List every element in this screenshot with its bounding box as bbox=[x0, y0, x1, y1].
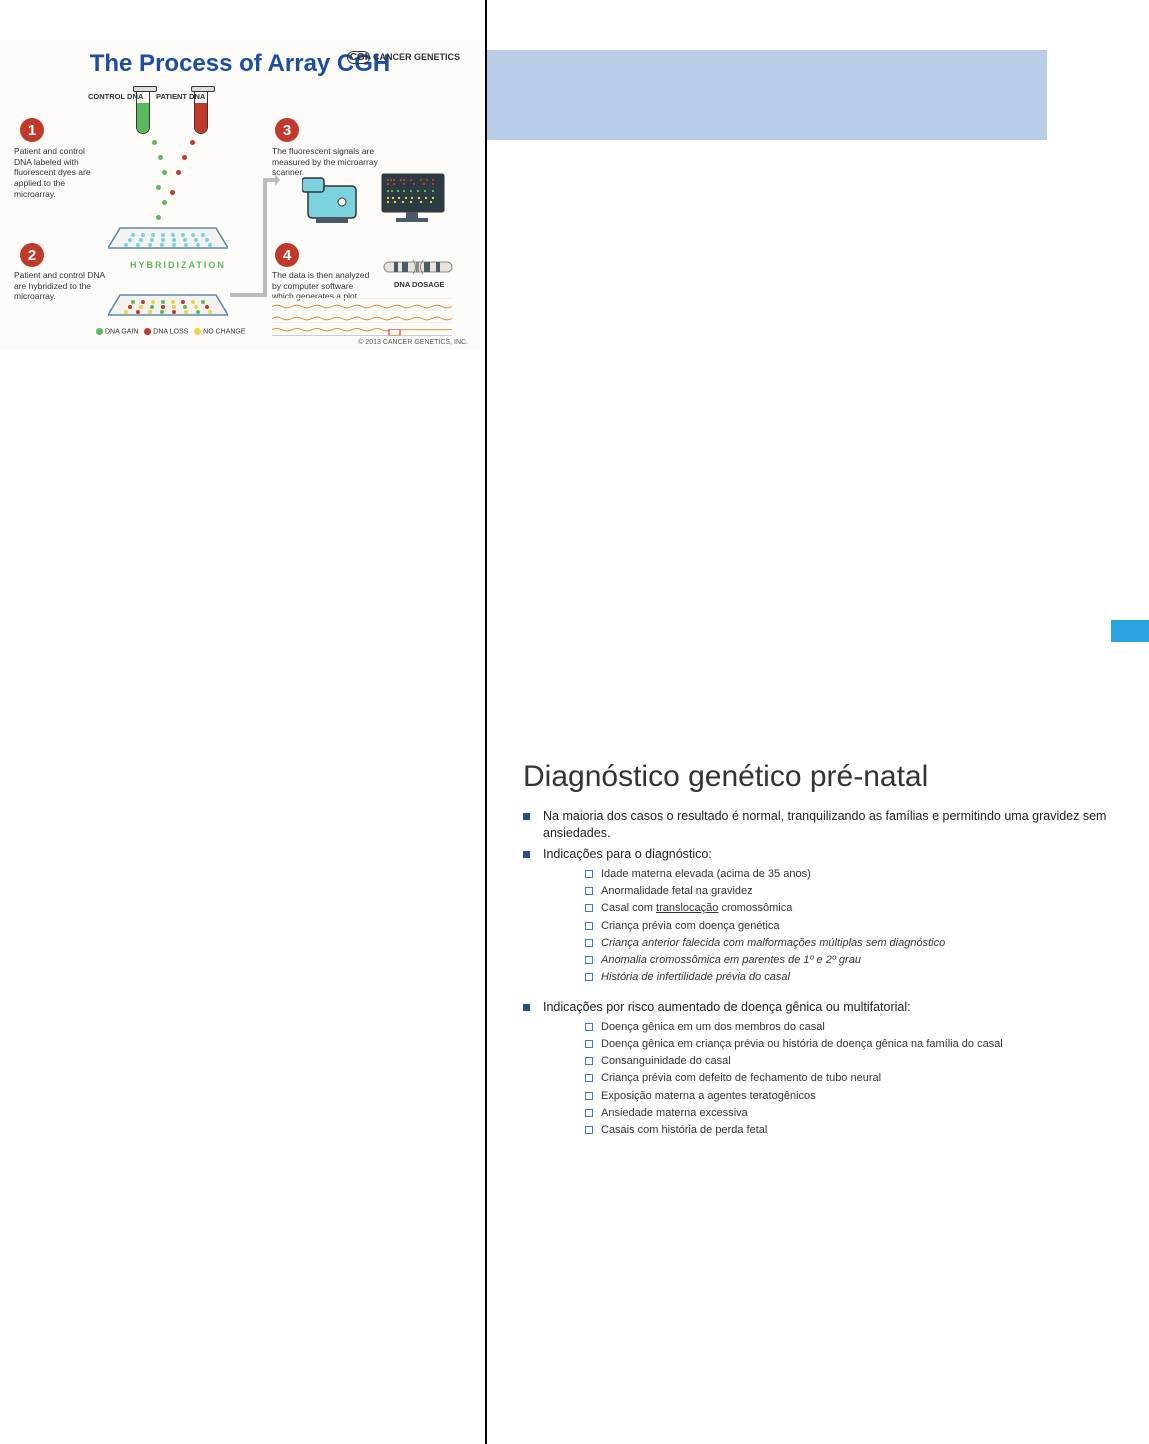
scanner-icon bbox=[302, 176, 362, 226]
step-1-badge: 1 bbox=[20, 118, 44, 142]
tube-patient-liquid bbox=[195, 103, 207, 133]
logo-badge: CGI bbox=[347, 51, 371, 64]
step-3-badge: 3 bbox=[275, 118, 299, 142]
step-2-text: Patient and control DNA are hybridized t… bbox=[14, 270, 114, 302]
chromosome-icon bbox=[382, 258, 454, 276]
bullet-3: Indicações por risco aumentado de doença… bbox=[523, 999, 1109, 1138]
sub-2-4: Criança anterior falecida com malformaçõ… bbox=[585, 936, 1109, 950]
dot bbox=[162, 200, 167, 205]
bullet-2-text: Indicações para o diagnóstico: bbox=[543, 847, 712, 861]
dot bbox=[152, 140, 157, 145]
bullet-3-text: Indicações por risco aumentado de doença… bbox=[543, 1000, 911, 1014]
sub-2-0: Idade materna elevada (acima de 35 anos) bbox=[585, 867, 1109, 881]
sub-3-0: Doença gênica em um dos membros do casal bbox=[585, 1020, 1109, 1034]
dot bbox=[156, 185, 161, 190]
header-blue-bar bbox=[487, 50, 1047, 140]
sub-2-3: Criança prévia com doença genética bbox=[585, 919, 1109, 933]
legend: DNA GAIN DNA LOSS NO CHANGE bbox=[96, 328, 246, 335]
left-pane: The Process of Array CGH CGI CANCER GENE… bbox=[0, 0, 487, 1444]
label-control-dna: CONTROL DNA bbox=[88, 92, 143, 101]
cgh-infographic: The Process of Array CGH CGI CANCER GENE… bbox=[0, 40, 480, 350]
sub-3-1: Doença gênica em criança prévia ou histó… bbox=[585, 1037, 1109, 1051]
sub-2-1: Anormalidade fetal na gravidez bbox=[585, 884, 1109, 898]
sub-2-6: História de infertilidade prévia do casa… bbox=[585, 970, 1109, 984]
dot bbox=[162, 170, 167, 175]
logo-text: CANCER GENETICS bbox=[373, 52, 460, 62]
step-1-text: Patient and control DNA labeled with flu… bbox=[14, 146, 104, 199]
sub-3-5: Ansiedade materna excessiva bbox=[585, 1106, 1109, 1120]
slide-content: Diagnóstico genético pré-natal Na maiori… bbox=[523, 760, 1109, 1142]
plate-upper bbox=[108, 218, 228, 258]
dot bbox=[176, 170, 181, 175]
slide-title: Diagnóstico genético pré-natal bbox=[523, 760, 1109, 794]
sub-2-5: Anomalia cromossômica em parentes de 1º … bbox=[585, 953, 1109, 967]
dot bbox=[170, 190, 175, 195]
label-hybridization: HYBRIDIZATION bbox=[130, 260, 226, 270]
plate-result bbox=[108, 285, 228, 325]
legend-loss: DNA LOSS bbox=[153, 328, 188, 335]
swatch-red bbox=[144, 328, 151, 335]
tube-control-liquid bbox=[137, 103, 149, 133]
sub-3-2: Consanguinidade do casal bbox=[585, 1054, 1109, 1068]
sub-3-3: Criança prévia com defeito de fechamento… bbox=[585, 1071, 1109, 1085]
label-dna-dosage: DNA DOSAGE bbox=[394, 280, 445, 289]
sub-2-2: Casal com translocação cromossômica bbox=[585, 901, 1109, 915]
legend-gain: DNA GAIN bbox=[105, 328, 138, 335]
legend-nochange: NO CHANGE bbox=[203, 328, 245, 335]
bullet-1: Na maioria dos casos o resultado é norma… bbox=[523, 808, 1109, 842]
step-4-badge: 4 bbox=[275, 243, 299, 267]
right-pane: Diagnóstico genético pré-natal Na maiori… bbox=[487, 0, 1149, 1444]
cgh-copyright: © 2013 CANCER GENETICS, INC. bbox=[358, 339, 468, 346]
dot bbox=[158, 155, 163, 160]
microarray-monitor bbox=[380, 172, 446, 226]
tube-patient bbox=[194, 90, 208, 134]
side-tab bbox=[1111, 620, 1149, 642]
bullet-2: Indicações para o diagnóstico: Idade mat… bbox=[523, 846, 1109, 985]
cgh-plot bbox=[272, 298, 452, 336]
cgh-logo: CGI CANCER GENETICS bbox=[347, 52, 460, 63]
swatch-green bbox=[96, 328, 103, 335]
tube-control bbox=[136, 90, 150, 134]
swatch-yellow bbox=[194, 328, 201, 335]
dot bbox=[190, 140, 195, 145]
sub-3-6: Casais com história de perda fetal bbox=[585, 1123, 1109, 1137]
step-3-text: The fluorescent signals are measured by … bbox=[272, 146, 382, 178]
sub-3-4: Exposição materna a agentes teratogênico… bbox=[585, 1089, 1109, 1103]
step-2-badge: 2 bbox=[20, 243, 44, 267]
dot bbox=[182, 155, 187, 160]
